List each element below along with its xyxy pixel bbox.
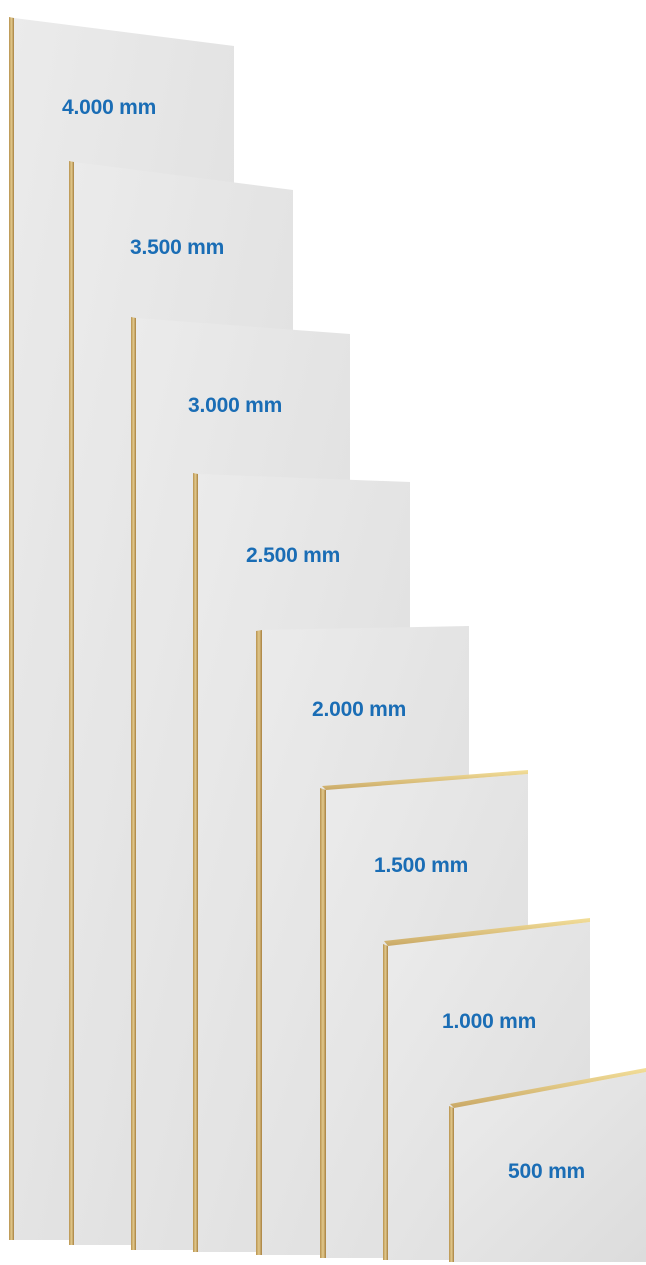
label-2500: 2.500 mm (246, 544, 341, 567)
panel-edge (383, 944, 388, 1260)
panel-face (454, 1072, 646, 1262)
label-500: 500 mm (508, 1160, 586, 1183)
panel-edge (449, 1106, 454, 1262)
panel-edge (9, 17, 14, 1240)
panel-top-edge (322, 770, 528, 790)
label-4000: 4.000 mm (62, 96, 157, 119)
panel-500 (449, 1068, 646, 1262)
panel-top-edge (384, 918, 590, 946)
panel-edge (320, 788, 326, 1258)
label-1500: 1.500 mm (374, 854, 469, 877)
label-1000: 1.000 mm (442, 1010, 537, 1033)
label-3500: 3.500 mm (130, 236, 225, 259)
panel-edge (193, 473, 198, 1252)
panel-edge (69, 161, 74, 1245)
panel-edge (131, 317, 136, 1250)
panel-edge (256, 630, 262, 1255)
label-3000: 3.000 mm (188, 394, 283, 417)
label-2000: 2.000 mm (312, 698, 407, 721)
panel-top-edge (450, 1068, 646, 1108)
